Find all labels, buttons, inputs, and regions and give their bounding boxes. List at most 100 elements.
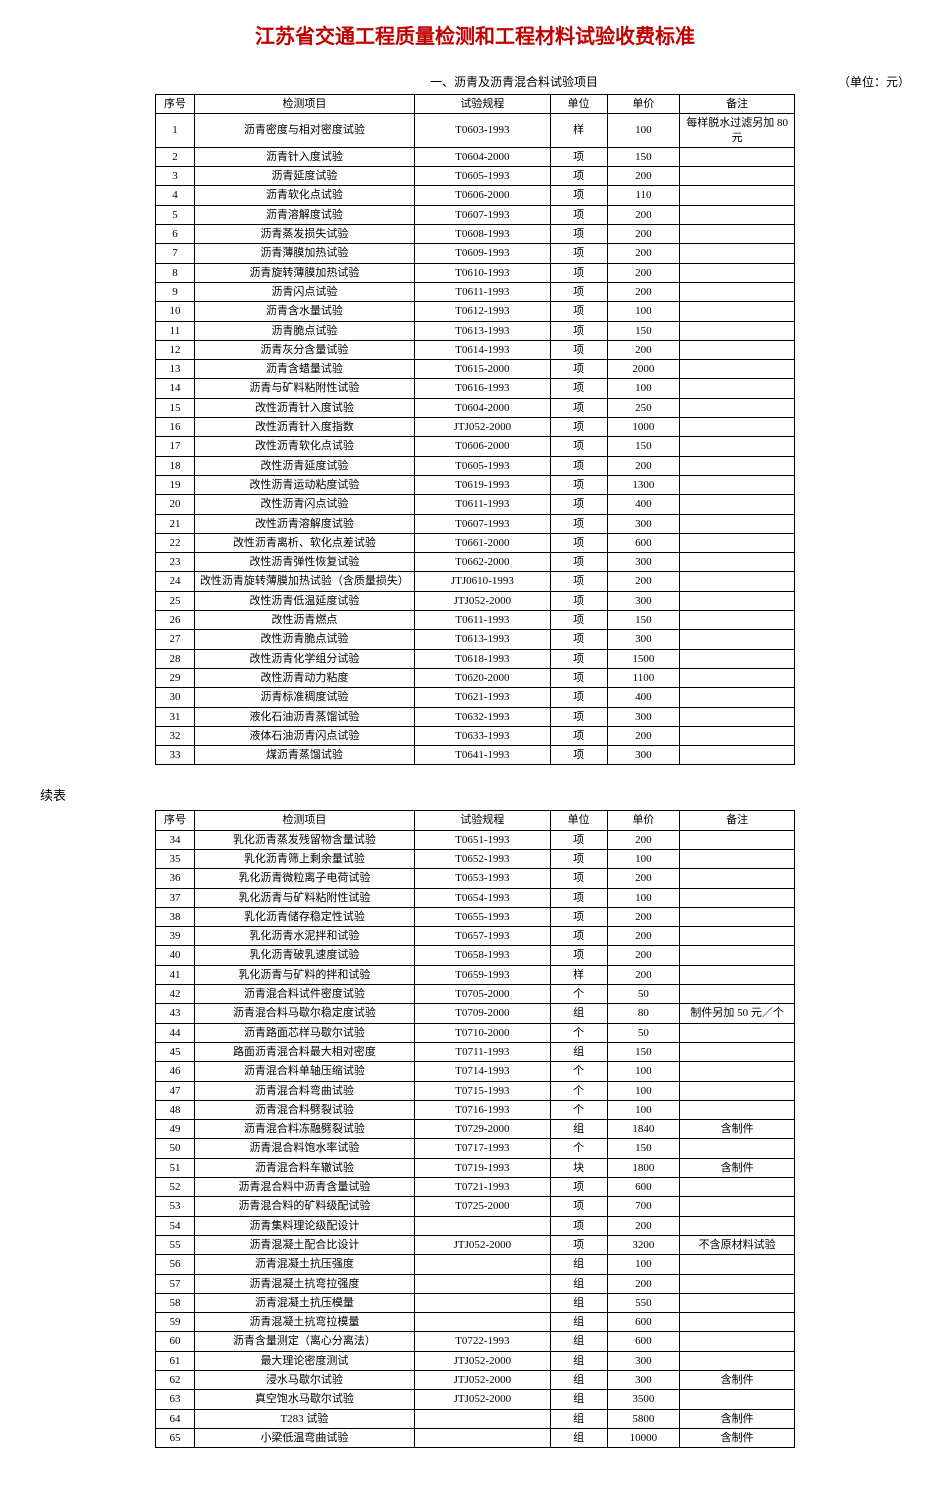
cell-note <box>680 340 795 359</box>
cell-price: 150 <box>607 1042 680 1061</box>
cell-note <box>680 946 795 965</box>
cell-spec: T0722-1993 <box>414 1332 550 1351</box>
cell-spec <box>414 1428 550 1447</box>
th-price: 单价 <box>607 811 680 830</box>
cell-unit: 个 <box>550 1062 607 1081</box>
table-row: 36乳化沥青微粒离子电荷试验T0653-1993项200 <box>156 869 795 888</box>
cell-seq: 18 <box>156 456 195 475</box>
cell-note <box>680 746 795 765</box>
table-row: 51沥青混合料车辙试验T0719-1993块1800含制件 <box>156 1158 795 1177</box>
cell-item: 沥青混凝土抗弯拉模量 <box>194 1313 414 1332</box>
cell-spec: T0607-1993 <box>414 205 550 224</box>
cell-spec: T0606-2000 <box>414 437 550 456</box>
table-row: 30沥青标准稠度试验T0621-1993项400 <box>156 688 795 707</box>
table-row: 57沥青混凝土抗弯拉强度组200 <box>156 1274 795 1293</box>
cell-unit: 样 <box>550 114 607 148</box>
cell-spec: T0615-2000 <box>414 360 550 379</box>
cell-unit: 项 <box>550 186 607 205</box>
table-row: 19改性沥青运动粘度试验T0619-1993项1300 <box>156 475 795 494</box>
cell-item: T283 试验 <box>194 1409 414 1428</box>
cell-unit: 组 <box>550 1390 607 1409</box>
cell-price: 600 <box>607 1313 680 1332</box>
cell-seq: 39 <box>156 927 195 946</box>
cell-price: 10000 <box>607 1428 680 1447</box>
cell-seq: 48 <box>156 1100 195 1119</box>
cell-unit: 项 <box>550 302 607 321</box>
cell-seq: 16 <box>156 418 195 437</box>
cell-unit: 项 <box>550 244 607 263</box>
cell-price: 1100 <box>607 668 680 687</box>
cell-price: 300 <box>607 514 680 533</box>
unit-label: （单位：元） <box>838 73 910 90</box>
cell-note <box>680 360 795 379</box>
table-row: 4沥青软化点试验T0606-2000项110 <box>156 186 795 205</box>
cell-item: 沥青混凝土抗弯拉强度 <box>194 1274 414 1293</box>
cell-unit: 个 <box>550 1100 607 1119</box>
cell-seq: 43 <box>156 1004 195 1023</box>
cell-spec: JTJ052-2000 <box>414 591 550 610</box>
cell-price: 200 <box>607 263 680 282</box>
cell-spec: T0609-1993 <box>414 244 550 263</box>
cell-item: 改性沥青化学组分试验 <box>194 649 414 668</box>
cell-price: 50 <box>607 985 680 1004</box>
cell-seq: 24 <box>156 572 195 591</box>
cell-spec: JTJ052-2000 <box>414 1235 550 1254</box>
cell-seq: 53 <box>156 1197 195 1216</box>
cell-spec: T0725-2000 <box>414 1197 550 1216</box>
cell-spec: T0658-1993 <box>414 946 550 965</box>
cell-note <box>680 321 795 340</box>
table-row: 32液体石油沥青闪点试验T0633-1993项200 <box>156 726 795 745</box>
section-header-row: 一、沥青及沥青混合料试验项目 （单位：元） <box>40 73 910 90</box>
cell-item: 沥青混合料饱水率试验 <box>194 1139 414 1158</box>
cell-note <box>680 418 795 437</box>
table-row: 14沥青与矿料粘附性试验T0616-1993项100 <box>156 379 795 398</box>
cell-note <box>680 1293 795 1312</box>
cell-price: 300 <box>607 746 680 765</box>
cell-note <box>680 649 795 668</box>
cell-item: 最大理论密度测试 <box>194 1351 414 1370</box>
cell-seq: 64 <box>156 1409 195 1428</box>
cell-unit: 项 <box>550 907 607 926</box>
cell-spec: T0716-1993 <box>414 1100 550 1119</box>
cell-unit: 组 <box>550 1042 607 1061</box>
cell-seq: 34 <box>156 830 195 849</box>
table-row: 18改性沥青延度试验T0605-1993项200 <box>156 456 795 475</box>
cell-unit: 项 <box>550 927 607 946</box>
cell-price: 300 <box>607 591 680 610</box>
cell-spec: T0709-2000 <box>414 1004 550 1023</box>
cell-note <box>680 830 795 849</box>
cell-spec: T0719-1993 <box>414 1158 550 1177</box>
cell-price: 200 <box>607 225 680 244</box>
table-row: 9沥青闪点试验T0611-1993项200 <box>156 282 795 301</box>
cell-seq: 30 <box>156 688 195 707</box>
cell-price: 3200 <box>607 1235 680 1254</box>
cell-note <box>680 1255 795 1274</box>
cell-price: 600 <box>607 1332 680 1351</box>
cell-item: 沥青混合料劈裂试验 <box>194 1100 414 1119</box>
cell-unit: 项 <box>550 475 607 494</box>
cell-item: 乳化沥青蒸发残留物含量试验 <box>194 830 414 849</box>
th-note: 备注 <box>680 811 795 830</box>
cell-note <box>680 688 795 707</box>
cell-spec: T0614-1993 <box>414 340 550 359</box>
cell-price: 200 <box>607 205 680 224</box>
cell-seq: 6 <box>156 225 195 244</box>
cell-item: 沥青混合料车辙试验 <box>194 1158 414 1177</box>
cell-note <box>680 849 795 868</box>
cell-seq: 22 <box>156 533 195 552</box>
cell-note <box>680 302 795 321</box>
cell-unit: 组 <box>550 1332 607 1351</box>
cell-price: 1300 <box>607 475 680 494</box>
table-row: 52沥青混合料中沥青含量试验T0721-1993项600 <box>156 1178 795 1197</box>
cell-price: 200 <box>607 1274 680 1293</box>
cell-seq: 17 <box>156 437 195 456</box>
table-row: 58沥青混凝土抗压模量组550 <box>156 1293 795 1312</box>
cell-price: 1840 <box>607 1120 680 1139</box>
cell-price: 200 <box>607 927 680 946</box>
cell-spec: T0657-1993 <box>414 927 550 946</box>
table-row: 42沥青混合料试件密度试验T0705-2000个50 <box>156 985 795 1004</box>
cell-spec: T0710-2000 <box>414 1023 550 1042</box>
cell-price: 1500 <box>607 649 680 668</box>
cell-item: 改性沥青脆点试验 <box>194 630 414 649</box>
cell-note: 含制件 <box>680 1409 795 1428</box>
